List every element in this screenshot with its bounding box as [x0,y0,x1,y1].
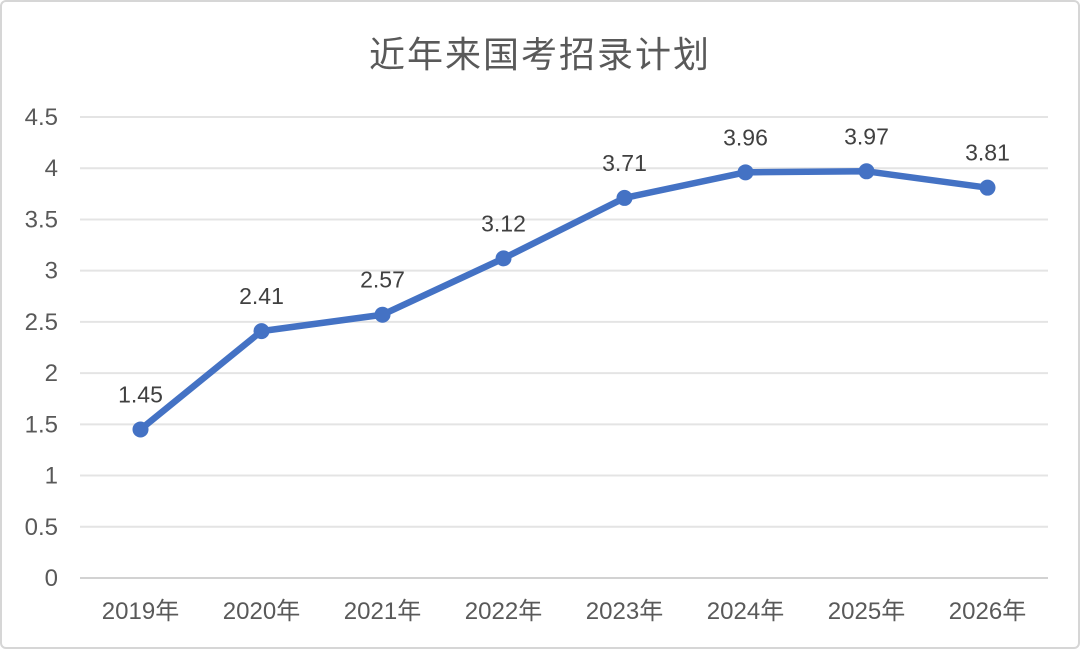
data-point-label: 3.81 [965,140,1010,166]
chart-title: 近年来国考招录计划 [368,35,711,76]
x-axis-tick-label: 2022年 [465,598,542,625]
data-point-marker [495,250,512,267]
x-axis-tick-label: 2025年 [828,598,905,625]
x-axis-tick-label: 2020年 [223,598,300,625]
y-axis-tick-label: 1 [45,463,58,490]
series-group [132,163,996,438]
y-axis-tick-label: 4.5 [25,104,58,131]
y-axis-tick-label: 3 [45,258,58,285]
data-labels-group: 1.45 2.41 2.57 3.12 3.71 3.96 3.97 3.81 [118,123,1010,407]
data-point-label: 2.57 [360,267,405,293]
data-point-label: 3.96 [723,124,768,150]
y-axis-tick-label: 2 [45,360,58,387]
y-axis-tick-label: 0.5 [25,514,58,541]
x-axis-tick-label: 2024年 [707,598,784,625]
x-axis-tick-label: 2019年 [102,598,179,625]
y-axis-tick-label: 4 [45,155,58,182]
data-point-label: 3.12 [481,210,526,236]
x-axis-tick-label: 2023年 [586,598,663,625]
xtick-labels-group: 2019年 2020年 2021年 2022年 2023年 2024年 2025年 2026年 [102,598,1026,625]
x-axis-tick-label: 2026年 [949,598,1026,625]
y-axis-tick-label: 2.5 [25,309,58,336]
data-point-marker [858,163,875,180]
data-point-label: 3.71 [602,150,647,176]
data-point-marker [374,306,391,323]
gridlines-group [80,116,1048,579]
y-axis-tick-label: 1.5 [25,411,58,438]
data-point-marker [132,421,149,438]
y-axis-tick-label: 0 [45,565,58,592]
data-point-marker [979,179,996,196]
data-point-label: 1.45 [118,381,163,407]
data-point-label: 2.41 [239,283,284,309]
data-point-marker [737,164,754,181]
data-point-marker [616,189,633,206]
x-axis-tick-label: 2021年 [344,598,421,625]
series-line [137,168,991,433]
ytick-labels-group: 0 0.5 1 1.5 2 2.5 3 3.5 4 4.5 [25,104,58,592]
y-axis-tick-label: 3.5 [25,206,58,233]
data-point-marker [253,323,270,340]
data-point-label: 3.97 [844,123,889,149]
